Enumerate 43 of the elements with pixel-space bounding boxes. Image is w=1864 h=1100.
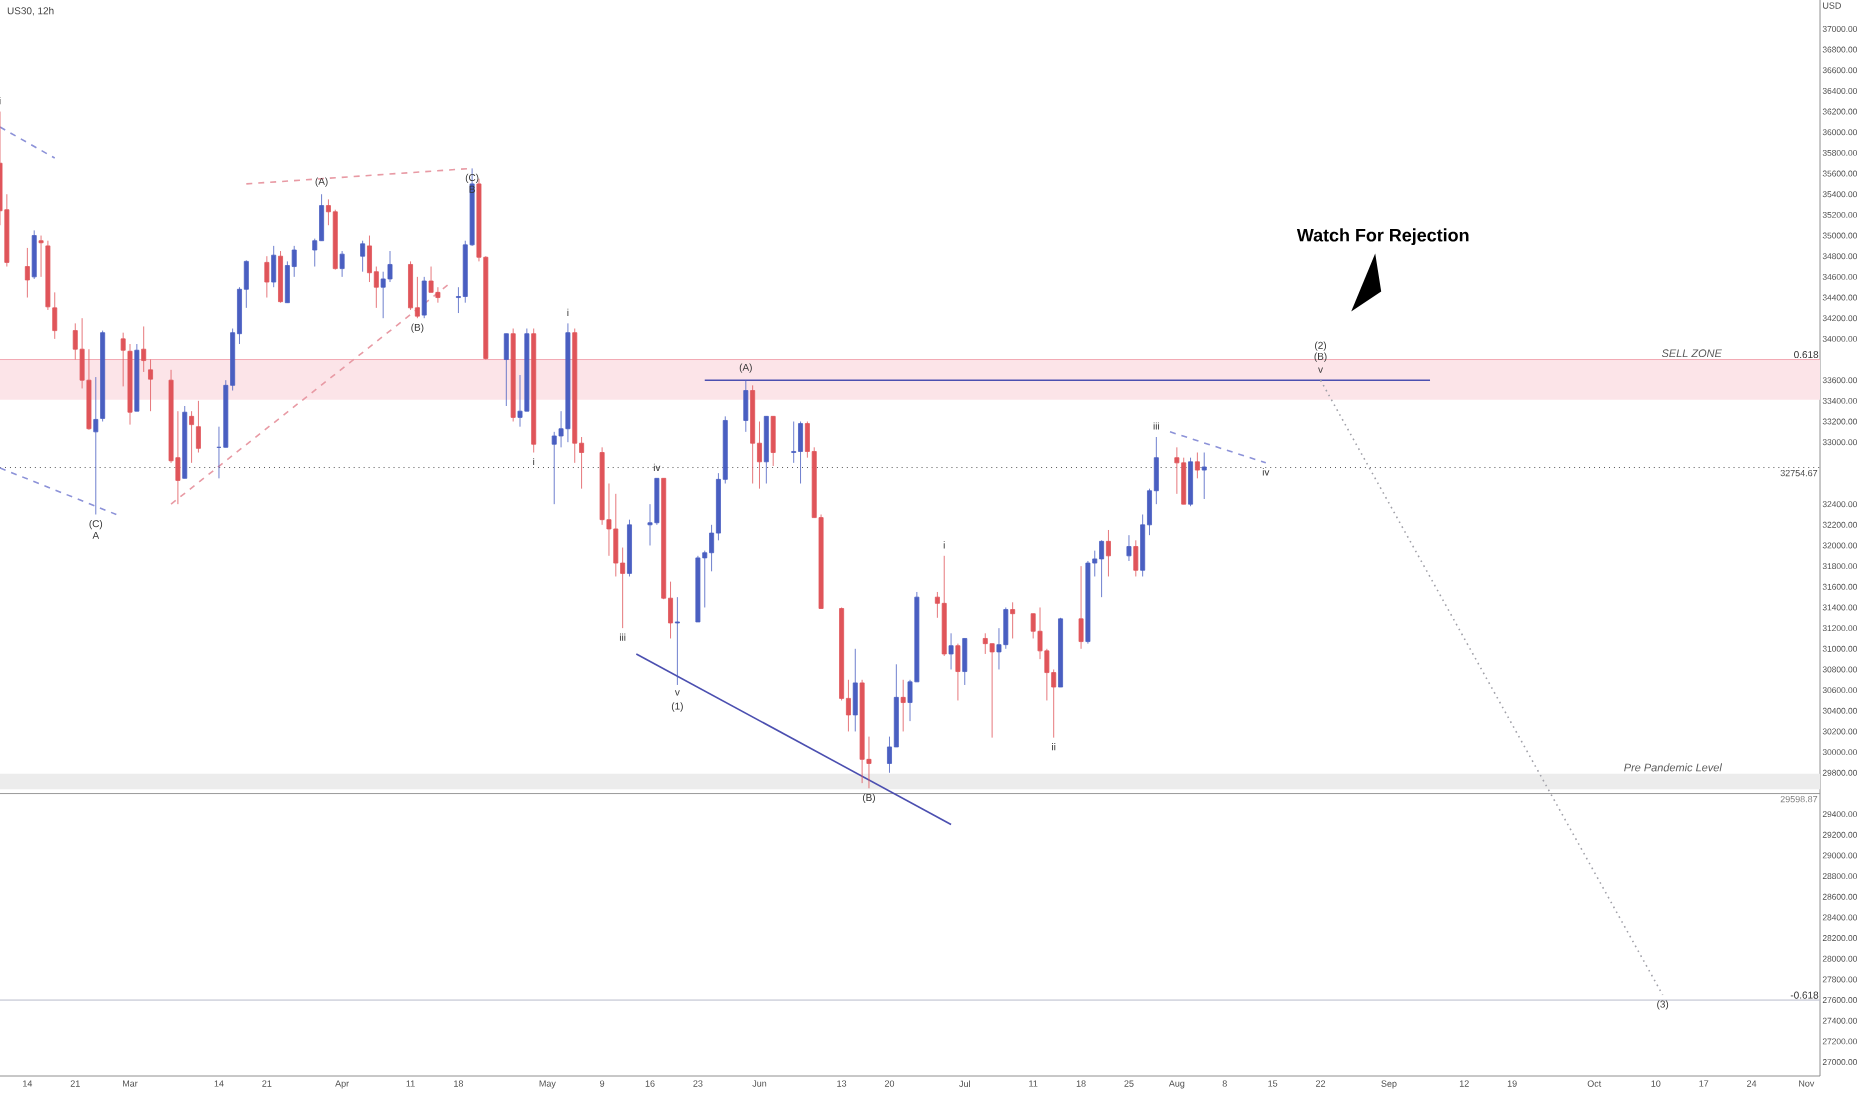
candlestick xyxy=(565,322,571,443)
candlestick xyxy=(1194,452,1200,479)
candlestick xyxy=(531,328,537,453)
candlestick xyxy=(941,555,947,657)
candlestick xyxy=(1105,529,1111,577)
candlestick xyxy=(134,343,140,412)
candlestick xyxy=(148,359,153,412)
candlestick xyxy=(189,410,195,464)
candlestick xyxy=(962,638,968,686)
candlestick xyxy=(763,415,769,484)
candlestick xyxy=(750,384,756,484)
candlestick xyxy=(1078,565,1084,650)
candlestick xyxy=(339,250,345,278)
candlestick xyxy=(770,415,776,467)
candlestick xyxy=(674,596,680,686)
candlestick xyxy=(1188,457,1193,507)
candlestick xyxy=(271,245,277,288)
candlestick xyxy=(421,276,427,319)
candlestick xyxy=(948,632,954,670)
candlestick xyxy=(264,255,270,298)
candlestick xyxy=(1126,534,1132,562)
candlestick xyxy=(408,260,413,311)
candlestick xyxy=(1010,601,1016,639)
candlestick xyxy=(1058,617,1063,688)
candlestick xyxy=(859,679,865,784)
candlestick xyxy=(503,333,509,407)
candlestick xyxy=(1099,539,1105,598)
candlestick xyxy=(278,250,283,304)
candlestick xyxy=(627,519,632,577)
candlestick xyxy=(900,679,906,732)
candlestick xyxy=(510,328,516,422)
annotation: Watch For Rejection xyxy=(1296,228,1469,246)
candlestick xyxy=(1201,452,1207,500)
candlestick xyxy=(852,648,858,732)
candlestick xyxy=(195,400,201,453)
candlestick xyxy=(743,379,749,433)
candlestick xyxy=(1133,539,1139,577)
candlestick xyxy=(695,555,701,623)
candlestick xyxy=(955,643,961,701)
candlestick xyxy=(182,405,188,479)
candlestick xyxy=(360,240,366,273)
candlestick xyxy=(798,421,803,484)
candlestick xyxy=(141,326,147,373)
